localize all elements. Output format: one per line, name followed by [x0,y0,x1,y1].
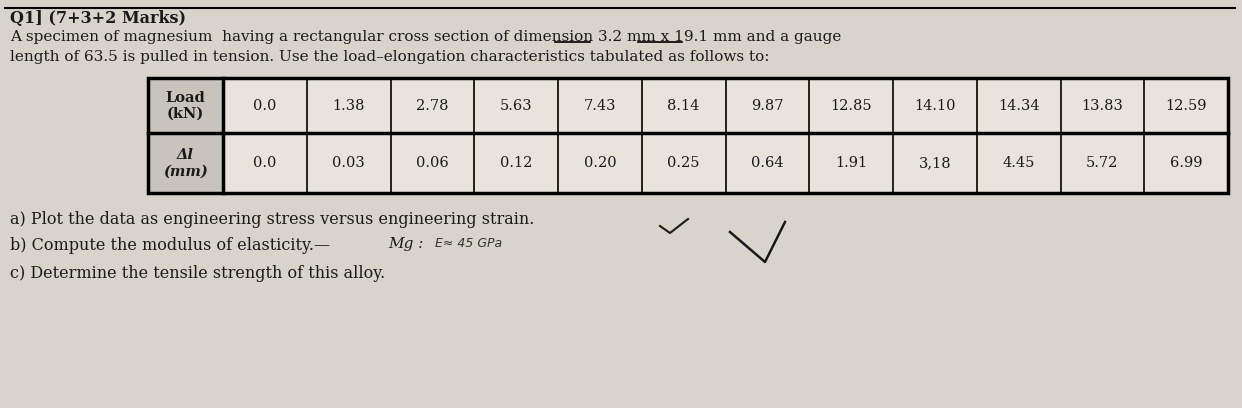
Text: 2.78: 2.78 [416,99,448,113]
Text: 0.0: 0.0 [253,156,277,170]
Text: Load
(kN): Load (kN) [165,91,205,121]
Text: 13.83: 13.83 [1082,99,1123,113]
Text: 12.85: 12.85 [831,99,872,113]
Text: 8.14: 8.14 [667,99,699,113]
Text: 14.34: 14.34 [997,99,1040,113]
Text: 0.0: 0.0 [253,99,277,113]
Text: 0.20: 0.20 [584,156,616,170]
Text: Q1] (7+3+2 Marks): Q1] (7+3+2 Marks) [10,10,186,27]
Text: 0.06: 0.06 [416,156,448,170]
Text: 5.72: 5.72 [1087,156,1119,170]
Text: 0.12: 0.12 [501,156,533,170]
Text: 0.64: 0.64 [751,156,784,170]
Text: 6.99: 6.99 [1170,156,1202,170]
Text: 0.03: 0.03 [333,156,365,170]
Text: b) Compute the modulus of elasticity.—: b) Compute the modulus of elasticity.— [10,237,330,254]
Bar [148,78,1228,193]
Text: c) Determine the tensile strength of this alloy.: c) Determine the tensile strength of thi… [10,265,385,282]
Text: 1.38: 1.38 [333,99,365,113]
Text: Δl
(mm): Δl (mm) [163,148,207,178]
Text: A specimen of magnesium  having a rectangular cross section of dimension 3.2 mm : A specimen of magnesium having a rectang… [10,30,841,44]
Text: Mg :: Mg : [388,237,424,251]
Bar [148,78,224,133]
Text: 5.63: 5.63 [499,99,533,113]
Text: E≈ 45 GPa: E≈ 45 GPa [435,237,502,250]
Text: length of 63.5 is pulled in tension. Use the load–elongation characteristics tab: length of 63.5 is pulled in tension. Use… [10,50,770,64]
Bar [148,78,1228,193]
Text: 7.43: 7.43 [584,99,616,113]
Text: a) Plot the data as engineering stress versus engineering strain.: a) Plot the data as engineering stress v… [10,211,534,228]
Text: 0.25: 0.25 [667,156,700,170]
Text: 12.59: 12.59 [1165,99,1207,113]
Bar [148,133,224,193]
Text: 4.45: 4.45 [1002,156,1035,170]
Text: 3,18: 3,18 [919,156,951,170]
Text: 9.87: 9.87 [751,99,784,113]
Text: 1.91: 1.91 [835,156,867,170]
Text: 14.10: 14.10 [914,99,955,113]
